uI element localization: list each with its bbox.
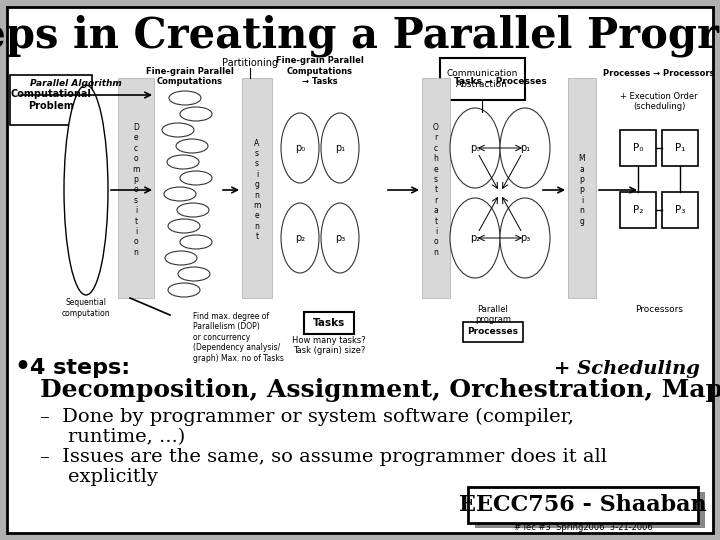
- FancyBboxPatch shape: [7, 7, 713, 533]
- FancyBboxPatch shape: [242, 78, 272, 298]
- Ellipse shape: [180, 107, 212, 121]
- FancyBboxPatch shape: [440, 58, 525, 100]
- Ellipse shape: [500, 198, 550, 278]
- FancyBboxPatch shape: [662, 130, 698, 166]
- Text: P₀: P₀: [633, 143, 643, 153]
- Ellipse shape: [180, 235, 212, 249]
- Text: # lec #3  Spring2006  3-21-2006: # lec #3 Spring2006 3-21-2006: [513, 523, 652, 532]
- Ellipse shape: [162, 123, 194, 137]
- Text: Steps in Creating a Parallel Program: Steps in Creating a Parallel Program: [0, 15, 720, 57]
- Text: Sequential
computation: Sequential computation: [62, 298, 110, 318]
- Ellipse shape: [169, 91, 201, 105]
- Text: Tasks: Tasks: [313, 318, 345, 328]
- Ellipse shape: [165, 251, 197, 265]
- Text: O
r
c
h
e
s
t
r
a
t
i
o
n: O r c h e s t r a t i o n: [433, 123, 439, 257]
- FancyBboxPatch shape: [468, 487, 698, 523]
- Ellipse shape: [281, 203, 319, 273]
- Text: + Execution Order
(scheduling): + Execution Order (scheduling): [620, 92, 698, 111]
- Text: p₁: p₁: [520, 143, 530, 153]
- Ellipse shape: [168, 219, 200, 233]
- FancyBboxPatch shape: [304, 312, 354, 334]
- Ellipse shape: [450, 198, 500, 278]
- FancyBboxPatch shape: [620, 130, 656, 166]
- Text: Partitioning: Partitioning: [222, 58, 278, 68]
- FancyBboxPatch shape: [475, 492, 705, 528]
- Text: EECC756 - Shaaban: EECC756 - Shaaban: [459, 494, 707, 516]
- Text: Processes: Processes: [467, 327, 518, 336]
- Text: + Scheduling: + Scheduling: [554, 360, 700, 378]
- Text: runtime, ...): runtime, ...): [68, 428, 185, 446]
- Text: •: •: [14, 355, 30, 379]
- FancyBboxPatch shape: [422, 78, 450, 298]
- Text: –  Issues are the same, so assume programmer does it all: – Issues are the same, so assume program…: [40, 448, 607, 466]
- Text: P₂: P₂: [633, 205, 643, 215]
- Ellipse shape: [64, 85, 108, 295]
- FancyBboxPatch shape: [118, 78, 154, 298]
- Ellipse shape: [450, 108, 500, 188]
- Text: p₃: p₃: [520, 233, 530, 243]
- Text: p₃: p₃: [335, 233, 345, 243]
- Text: p₀: p₀: [295, 143, 305, 153]
- Text: A
s
s
i
g
n
m
e
n
t: A s s i g n m e n t: [253, 139, 261, 241]
- Ellipse shape: [177, 203, 209, 217]
- Text: Fine-grain Parallel
Computations
→ Tasks: Fine-grain Parallel Computations → Tasks: [276, 56, 364, 86]
- Text: 4 steps:: 4 steps:: [30, 358, 130, 378]
- Ellipse shape: [176, 139, 208, 153]
- FancyBboxPatch shape: [568, 78, 596, 298]
- Ellipse shape: [178, 267, 210, 281]
- Ellipse shape: [180, 171, 212, 185]
- Text: M
a
p
p
i
n
g: M a p p i n g: [579, 154, 585, 226]
- FancyBboxPatch shape: [620, 192, 656, 228]
- Text: Decomposition, Assignment, Orchestration, Mapping: Decomposition, Assignment, Orchestration…: [40, 378, 720, 402]
- FancyBboxPatch shape: [10, 75, 92, 125]
- Text: Computational
Problem: Computational Problem: [11, 89, 91, 111]
- Text: p₁: p₁: [335, 143, 345, 153]
- Text: explicitly: explicitly: [68, 468, 158, 486]
- Text: p₀: p₀: [470, 143, 480, 153]
- Text: How many tasks?
Task (grain) size?: How many tasks? Task (grain) size?: [292, 336, 366, 355]
- Ellipse shape: [321, 113, 359, 183]
- Ellipse shape: [164, 187, 196, 201]
- Text: p₂: p₂: [295, 233, 305, 243]
- Text: Processes → Processors: Processes → Processors: [603, 70, 715, 78]
- Text: Processors: Processors: [635, 306, 683, 314]
- Ellipse shape: [168, 283, 200, 297]
- Text: Communication
Abstraction: Communication Abstraction: [446, 69, 518, 89]
- Text: Fine-grain Parallel
Computations: Fine-grain Parallel Computations: [146, 66, 234, 86]
- FancyBboxPatch shape: [463, 322, 523, 342]
- Ellipse shape: [500, 108, 550, 188]
- FancyBboxPatch shape: [662, 192, 698, 228]
- Text: Find max. degree of
Parallelism (DOP)
or concurrency
(Dependency analysis/
graph: Find max. degree of Parallelism (DOP) or…: [193, 312, 284, 362]
- Text: Parallel Algorithm: Parallel Algorithm: [30, 79, 122, 89]
- Text: p₂: p₂: [470, 233, 480, 243]
- Text: P₁: P₁: [675, 143, 685, 153]
- Ellipse shape: [167, 155, 199, 169]
- Text: –  Done by programmer or system software (compiler,: – Done by programmer or system software …: [40, 408, 574, 426]
- Text: D
e
c
o
m
p
o
s
i
t
i
o
n: D e c o m p o s i t i o n: [132, 123, 140, 257]
- Ellipse shape: [321, 203, 359, 273]
- Ellipse shape: [281, 113, 319, 183]
- Text: P₃: P₃: [675, 205, 685, 215]
- Text: Parallel
program: Parallel program: [475, 305, 511, 325]
- Text: Tasks → Processes: Tasks → Processes: [454, 77, 546, 86]
